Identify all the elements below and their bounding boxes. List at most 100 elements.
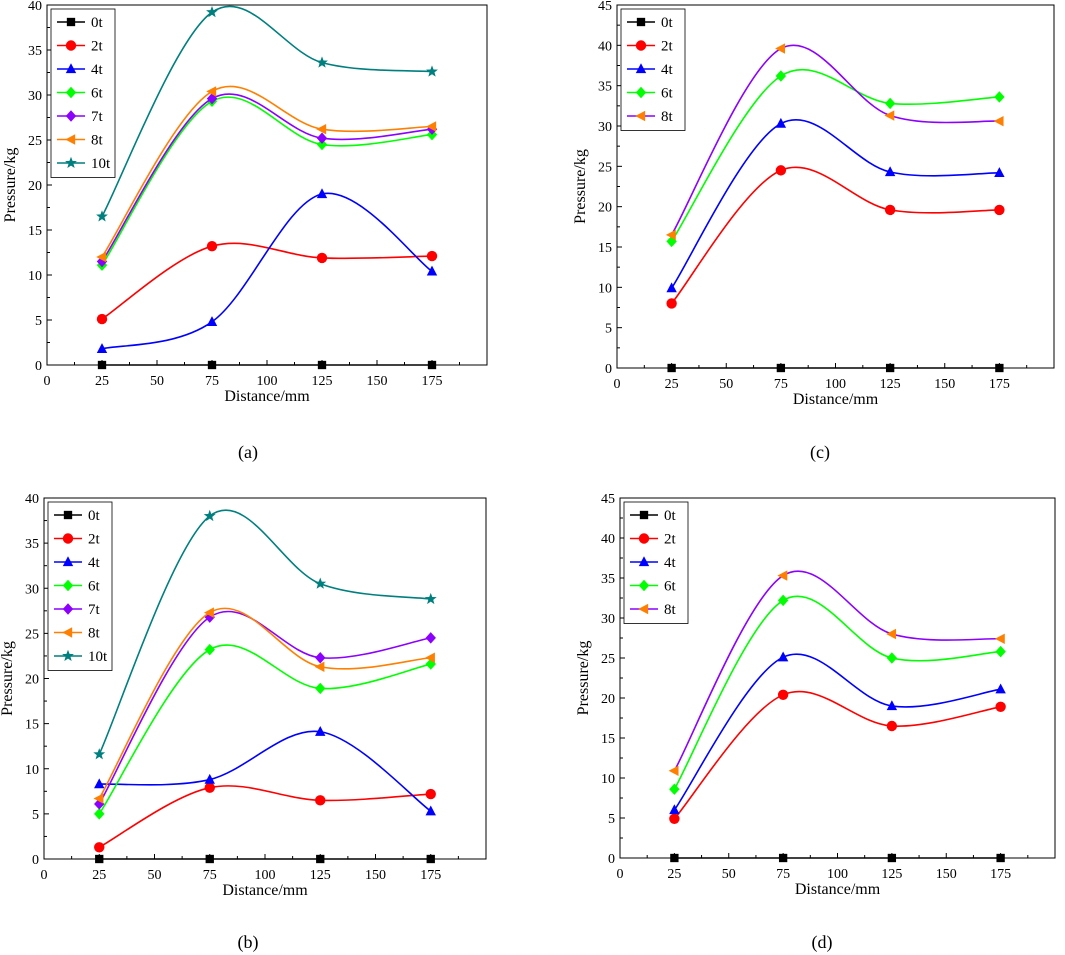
y-tick-label: 15 <box>601 732 615 747</box>
x-axis-label: Distance/mm <box>224 388 310 405</box>
data-point-0t <box>207 360 217 370</box>
legend-marker-0t <box>639 510 649 520</box>
x-tick-label: 100 <box>825 377 846 392</box>
panel-caption: (b) <box>238 932 259 953</box>
data-point-2t <box>94 842 105 853</box>
x-tick-label: 175 <box>422 374 443 389</box>
data-point-0t <box>205 854 214 864</box>
y-tick-label: 5 <box>608 812 615 827</box>
data-point-4t <box>666 282 677 293</box>
legend-label-0t: 0t <box>88 508 101 524</box>
data-point-0t <box>887 853 897 863</box>
y-tick-label: 40 <box>28 0 42 14</box>
legend-label-6t: 6t <box>91 86 104 102</box>
data-point-10t <box>316 56 328 68</box>
data-point-2t <box>425 788 436 800</box>
data-point-6t <box>315 682 326 695</box>
data-point-2t <box>426 250 438 262</box>
legend-label-4t: 4t <box>664 555 677 571</box>
y-tick-label: 35 <box>601 572 615 587</box>
data-point-2t <box>994 204 1005 216</box>
data-point-4t <box>775 117 787 128</box>
legend-label-2t: 2t <box>664 532 677 548</box>
x-tick-label: 0 <box>617 867 624 882</box>
data-point-8t <box>777 570 788 581</box>
series-line-2t <box>101 242 433 320</box>
legend-label-0t: 0t <box>661 15 674 31</box>
legend-marker-2t <box>65 40 77 51</box>
series-line-8t <box>98 607 431 799</box>
x-tick-label: 75 <box>205 374 219 389</box>
y-tick-label: 35 <box>28 44 42 59</box>
legend-marker-0t <box>63 510 73 520</box>
legend-label-4t: 4t <box>661 62 674 78</box>
legend-marker-7t <box>62 603 74 615</box>
data-point-6t <box>94 808 105 820</box>
legend-label-2t: 2t <box>91 39 104 55</box>
data-point-4t <box>886 700 898 711</box>
data-point-8t <box>775 43 786 54</box>
data-point-0t <box>95 854 104 864</box>
y-tick-label: 10 <box>601 772 615 787</box>
data-point-4t <box>995 683 1006 694</box>
series-line-10t <box>101 5 433 217</box>
y-tick-label: 45 <box>601 492 615 507</box>
y-axis-label: Pressure/kg <box>2 148 19 223</box>
legend-marker-8t <box>638 603 649 615</box>
data-point-0t <box>97 360 107 370</box>
x-tick-label: 25 <box>667 867 681 882</box>
y-tick-label: 40 <box>25 492 39 507</box>
data-point-2t <box>206 241 218 252</box>
y-tick-label: 20 <box>28 179 42 194</box>
data-point-2t <box>316 252 328 264</box>
x-tick-label: 75 <box>776 867 790 882</box>
x-tick-label: 125 <box>312 374 333 389</box>
x-tick-label: 0 <box>44 374 51 389</box>
y-tick-label: 30 <box>28 89 42 104</box>
data-point-0t <box>670 853 679 863</box>
y-tick-label: 40 <box>598 39 612 54</box>
x-tick-label: 175 <box>989 377 1010 392</box>
data-point-2t <box>777 689 789 700</box>
legend-label-10t: 10t <box>88 649 108 665</box>
legend-label-8t: 8t <box>664 602 677 618</box>
data-point-10t <box>314 577 327 589</box>
data-point-6t <box>204 643 215 656</box>
series-line-8t <box>673 570 1001 772</box>
data-point-6t <box>994 91 1005 103</box>
data-point-7t <box>204 611 215 623</box>
data-point-8t <box>886 628 897 640</box>
legend-label-8t: 8t <box>88 626 101 642</box>
y-tick-label: 20 <box>598 201 612 216</box>
data-point-10t <box>96 210 108 222</box>
series-line-10t <box>98 509 431 755</box>
data-point-2t <box>884 204 896 216</box>
data-point-10t <box>206 5 218 18</box>
legend-label-8t: 8t <box>661 109 674 125</box>
y-axis-label: Pressure/kg <box>572 149 589 224</box>
x-tick-label: 125 <box>880 377 901 392</box>
y-tick-label: 40 <box>601 532 615 547</box>
data-point-8t <box>93 793 104 804</box>
y-tick-label: 30 <box>25 582 39 597</box>
x-tick-label: 0 <box>614 377 621 392</box>
series-line-8t <box>670 44 1000 236</box>
series-line-7t <box>98 610 431 805</box>
data-point-8t <box>314 661 325 672</box>
y-tick-label: 5 <box>605 322 612 337</box>
x-tick-label: 125 <box>881 867 902 882</box>
data-point-6t <box>995 645 1006 658</box>
y-axis-label: Pressure/kg <box>0 641 16 716</box>
panel-caption: (d) <box>812 932 833 953</box>
x-tick-label: 175 <box>990 867 1011 882</box>
y-tick-label: 20 <box>601 692 615 707</box>
y-tick-label: 25 <box>598 160 612 175</box>
data-point-4t <box>426 265 438 276</box>
data-point-2t <box>995 701 1006 712</box>
data-point-8t <box>204 607 214 618</box>
legend-label-7t: 7t <box>88 602 101 618</box>
series-line-7t <box>101 93 433 262</box>
data-point-0t <box>667 363 676 373</box>
series-line-2t <box>673 690 1001 820</box>
data-point-4t <box>96 343 108 353</box>
